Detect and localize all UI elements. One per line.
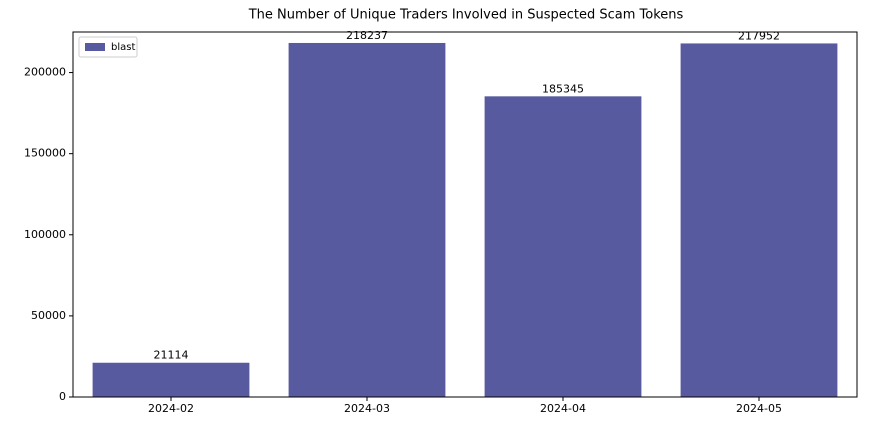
value-label: 217952: [738, 29, 780, 42]
y-tick-label: 100000: [24, 228, 66, 241]
x-tick-label: 2024-04: [540, 402, 586, 415]
legend-box: [78, 36, 138, 58]
legend-label: blast: [111, 42, 135, 53]
legend-swatch: [85, 43, 105, 51]
value-label: 185345: [542, 82, 584, 95]
y-tick-label: 50000: [31, 309, 66, 322]
x-tick-label: 2024-02: [148, 402, 194, 415]
value-label: 218237: [346, 29, 388, 42]
bar: [288, 42, 446, 397]
y-tick-label: 150000: [24, 147, 66, 160]
y-tick-label: 0: [59, 390, 66, 403]
y-tick-label: 200000: [24, 66, 66, 79]
x-tick-label: 2024-05: [736, 402, 782, 415]
bar: [680, 43, 838, 398]
chart-title: The Number of Unique Traders Involved in…: [248, 8, 684, 23]
value-label: 21114: [154, 349, 189, 362]
axes-frame: [72, 31, 858, 398]
bar: [484, 96, 642, 397]
x-tick-label: 2024-03: [344, 402, 390, 415]
bar: [92, 362, 250, 397]
